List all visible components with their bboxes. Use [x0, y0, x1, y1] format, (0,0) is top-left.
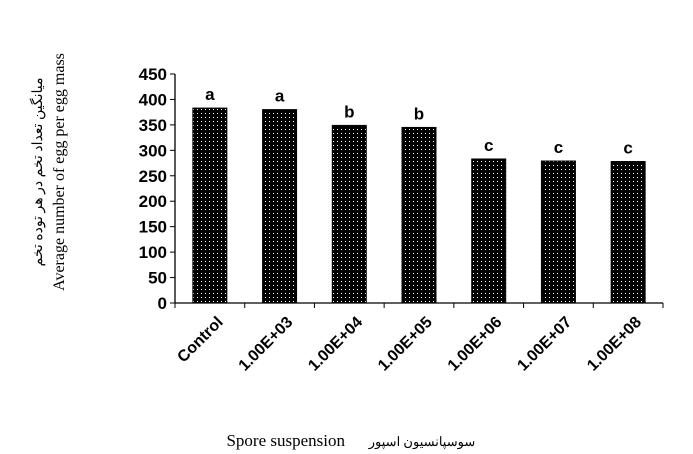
- significance-label-5: c: [554, 138, 563, 157]
- y-tick-label-2: 100: [139, 243, 167, 262]
- y-tick-label-6: 300: [139, 141, 167, 160]
- y-axis-title: Average number of egg per egg mass: [51, 53, 68, 291]
- y-tick-label-7: 350: [139, 116, 167, 135]
- bar-2: [331, 124, 367, 304]
- bars: a a b b c c c: [192, 85, 646, 304]
- y-tick-label-8: 400: [139, 90, 167, 109]
- significance-label-1: a: [275, 87, 285, 106]
- significance-label-3: b: [414, 104, 424, 123]
- y-axis-title-fa: میانگین تعداد تخم در هر توده تخم: [29, 78, 46, 267]
- significance-label-6: c: [623, 139, 632, 158]
- y-tick-label-4: 200: [139, 192, 167, 211]
- bar-6: [610, 161, 646, 304]
- x-tick-label-1: 1.00E+03: [236, 314, 297, 375]
- bar-3: [401, 126, 437, 304]
- y-tick-label-3: 150: [139, 218, 167, 237]
- x-tick-label-0: Control: [174, 314, 226, 366]
- bar-1: [262, 109, 298, 304]
- x-tick-label-4: 1.00E+06: [445, 314, 506, 375]
- y-tick-label-1: 50: [148, 269, 167, 288]
- x-tick-labels: Control 1.00E+03 1.00E+04 1.00E+05 1.00E+06 1…: [174, 314, 645, 375]
- significance-label-0: a: [205, 85, 215, 104]
- x-tick-label-5: 1.00E+07: [514, 314, 575, 375]
- x-tick-label-3: 1.00E+05: [375, 314, 436, 375]
- significance-label-2: b: [344, 102, 354, 121]
- y-tick-label-9: 450: [139, 65, 167, 84]
- y-ticks: 0 50 100 150 200 250 300 350 400 450: [139, 65, 175, 313]
- x-axis-title-fa: سوسپانسیون اسپور: [368, 434, 475, 450]
- x-axis-title: Spore suspension: [226, 431, 345, 450]
- x-tick-label-2: 1.00E+04: [305, 314, 366, 375]
- significance-label-4: c: [484, 136, 493, 155]
- x-tick-label-6: 1.00E+08: [584, 314, 645, 375]
- bar-4: [471, 158, 507, 304]
- bar-0: [192, 107, 228, 304]
- axes: [174, 74, 664, 308]
- y-tick-label-0: 0: [158, 294, 167, 313]
- bar-5: [540, 160, 576, 304]
- y-tick-label-5: 250: [139, 167, 167, 186]
